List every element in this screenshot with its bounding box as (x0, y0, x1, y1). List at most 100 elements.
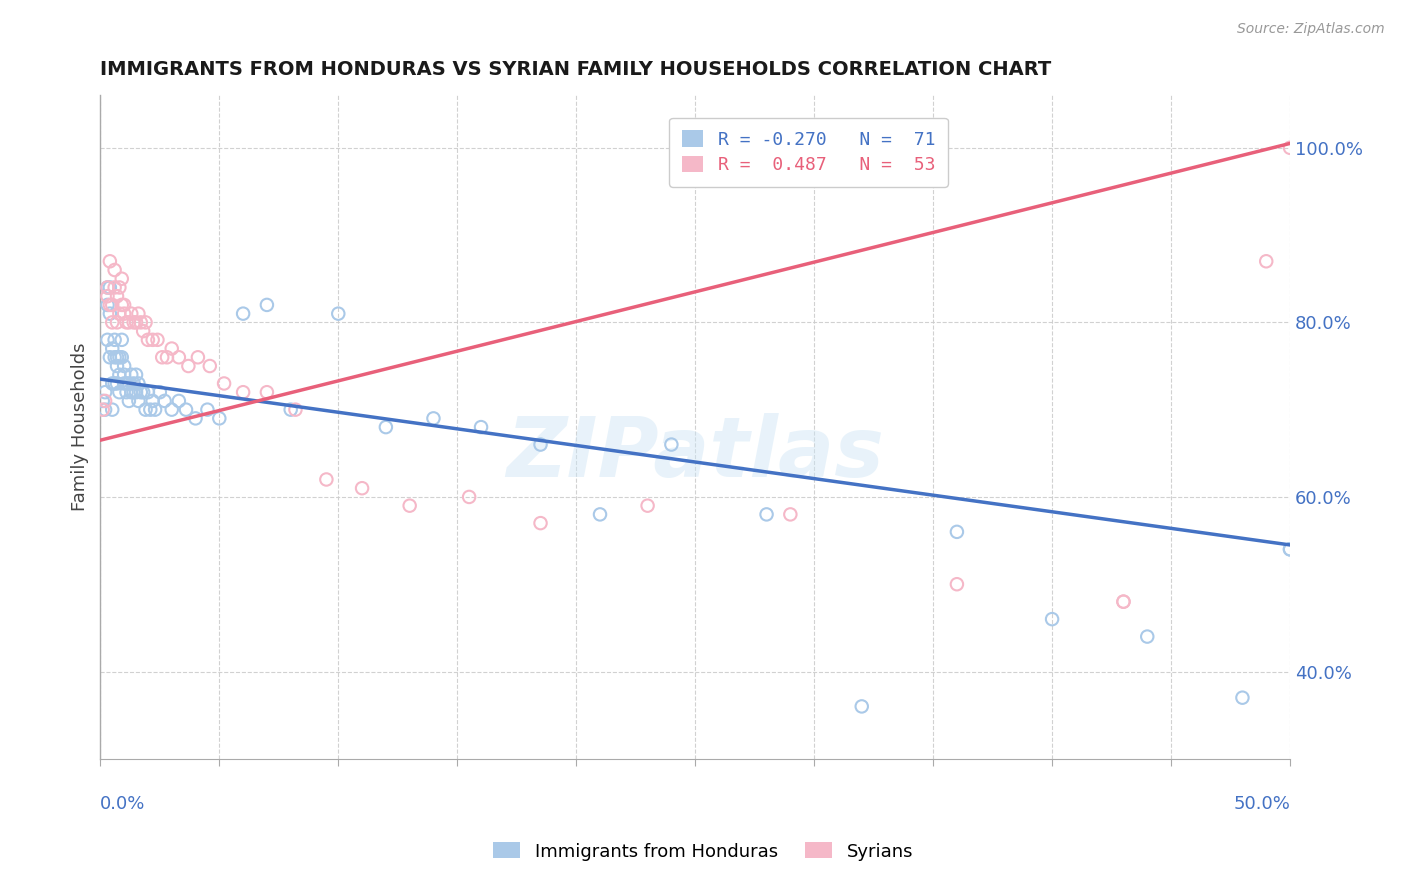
Point (94, 393, 117, 408)
Point (398, 499, 420, 513)
Point (115, 376, 138, 391)
Point (111, 271, 134, 285)
Point (755, 508, 778, 522)
Point (1112, 595, 1135, 609)
Point (256, 385, 278, 400)
Point (232, 307, 254, 321)
Point (167, 393, 190, 408)
Point (98, 298, 121, 312)
Point (779, 508, 801, 522)
Point (146, 333, 169, 347)
Point (142, 333, 165, 347)
Point (118, 393, 141, 408)
Point (143, 402, 166, 417)
Point (127, 307, 149, 321)
Point (458, 490, 481, 504)
Point (96, 280, 118, 294)
Point (108, 307, 131, 321)
Point (104, 376, 127, 391)
Point (105, 376, 128, 391)
Legend: Immigrants from Honduras, Syrians: Immigrants from Honduras, Syrians (484, 833, 922, 870)
Point (127, 393, 149, 408)
Point (946, 577, 969, 591)
Point (101, 315, 124, 329)
Point (280, 402, 302, 417)
Text: IMMIGRANTS FROM HONDURAS VS SYRIAN FAMILY HOUSEHOLDS CORRELATION CHART: IMMIGRANTS FROM HONDURAS VS SYRIAN FAMIL… (100, 60, 1052, 78)
Point (328, 307, 350, 321)
Text: Source: ZipAtlas.com: Source: ZipAtlas.com (1237, 22, 1385, 37)
Point (122, 315, 145, 329)
Point (142, 393, 165, 408)
Text: ZIPatlas: ZIPatlas (506, 413, 884, 494)
Point (94, 385, 117, 400)
Point (104, 280, 127, 294)
Point (125, 315, 148, 329)
Point (132, 324, 155, 338)
Point (149, 385, 172, 400)
Point (105, 359, 128, 373)
Point (184, 411, 207, 425)
Point (529, 437, 551, 451)
Point (122, 376, 145, 391)
Text: 0.0%: 0.0% (100, 796, 146, 814)
Point (132, 385, 155, 400)
Point (98, 307, 121, 321)
Point (94, 402, 117, 417)
Y-axis label: Family Households: Family Households (72, 343, 89, 511)
Point (851, 699, 873, 714)
Point (352, 481, 374, 495)
Point (208, 411, 231, 425)
Point (153, 393, 176, 408)
Point (101, 376, 124, 391)
Text: 50.0%: 50.0% (1233, 796, 1291, 814)
Point (108, 280, 131, 294)
Point (256, 298, 278, 312)
Point (115, 315, 138, 329)
Point (96, 333, 118, 347)
Point (122, 385, 145, 400)
Point (160, 342, 183, 356)
Point (101, 402, 124, 417)
Point (1279, 542, 1302, 557)
Point (91, 393, 114, 408)
Point (129, 385, 152, 400)
Point (174, 402, 197, 417)
Point (101, 298, 124, 312)
Point (232, 385, 254, 400)
Point (198, 359, 221, 373)
Point (637, 499, 659, 513)
Point (112, 298, 135, 312)
Point (91, 402, 114, 417)
Point (118, 376, 141, 391)
Point (115, 385, 138, 400)
Point (98, 280, 121, 294)
Point (111, 351, 134, 365)
Point (1279, 141, 1302, 155)
Point (112, 307, 135, 321)
Point (167, 351, 190, 365)
Point (120, 385, 142, 400)
Point (135, 402, 157, 417)
Point (118, 315, 141, 329)
Point (150, 351, 173, 365)
Point (112, 359, 135, 373)
Point (529, 516, 551, 530)
Point (661, 437, 683, 451)
Point (104, 333, 127, 347)
Point (129, 315, 152, 329)
Point (946, 524, 969, 539)
Point (1232, 690, 1254, 705)
Point (1256, 254, 1278, 268)
Point (1136, 630, 1159, 644)
Point (104, 263, 127, 277)
Point (105, 315, 128, 329)
Point (120, 307, 142, 321)
Point (108, 385, 131, 400)
Point (284, 402, 307, 417)
Point (589, 508, 612, 522)
Point (98, 254, 121, 268)
Point (470, 420, 492, 434)
Point (108, 368, 131, 382)
Point (111, 333, 134, 347)
Point (104, 351, 127, 365)
